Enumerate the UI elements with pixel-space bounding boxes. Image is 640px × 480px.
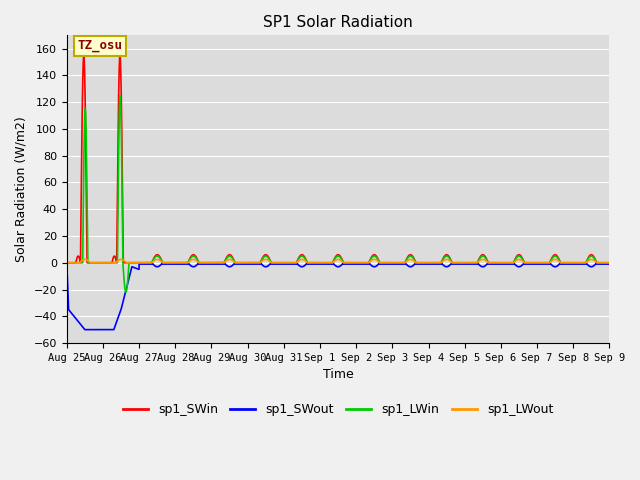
Legend: sp1_SWin, sp1_SWout, sp1_LWin, sp1_LWout: sp1_SWin, sp1_SWout, sp1_LWin, sp1_LWout	[118, 398, 558, 421]
X-axis label: Time: Time	[323, 368, 353, 381]
Y-axis label: Solar Radiation (W/m2): Solar Radiation (W/m2)	[15, 116, 28, 262]
Title: SP1 Solar Radiation: SP1 Solar Radiation	[263, 15, 413, 30]
Text: TZ_osu: TZ_osu	[77, 39, 123, 52]
